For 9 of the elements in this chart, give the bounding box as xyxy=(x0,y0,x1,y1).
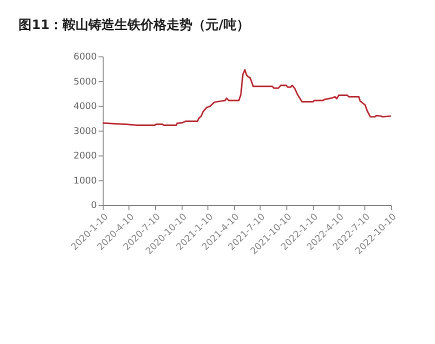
y-tick-label: 2000 xyxy=(74,150,97,162)
y-tick-label: 6000 xyxy=(74,52,97,63)
y-tick-label: 4000 xyxy=(74,101,97,112)
line-series xyxy=(102,69,392,126)
y-tick-label: 0 xyxy=(90,200,97,212)
y-tick-label: 3000 xyxy=(74,126,97,137)
y-tick-label: 1000 xyxy=(74,175,97,186)
chart-title: 图11：鞍山铸造生铁价格走势（元/吨） xyxy=(18,16,250,33)
y-tick-label: 5000 xyxy=(74,76,97,88)
